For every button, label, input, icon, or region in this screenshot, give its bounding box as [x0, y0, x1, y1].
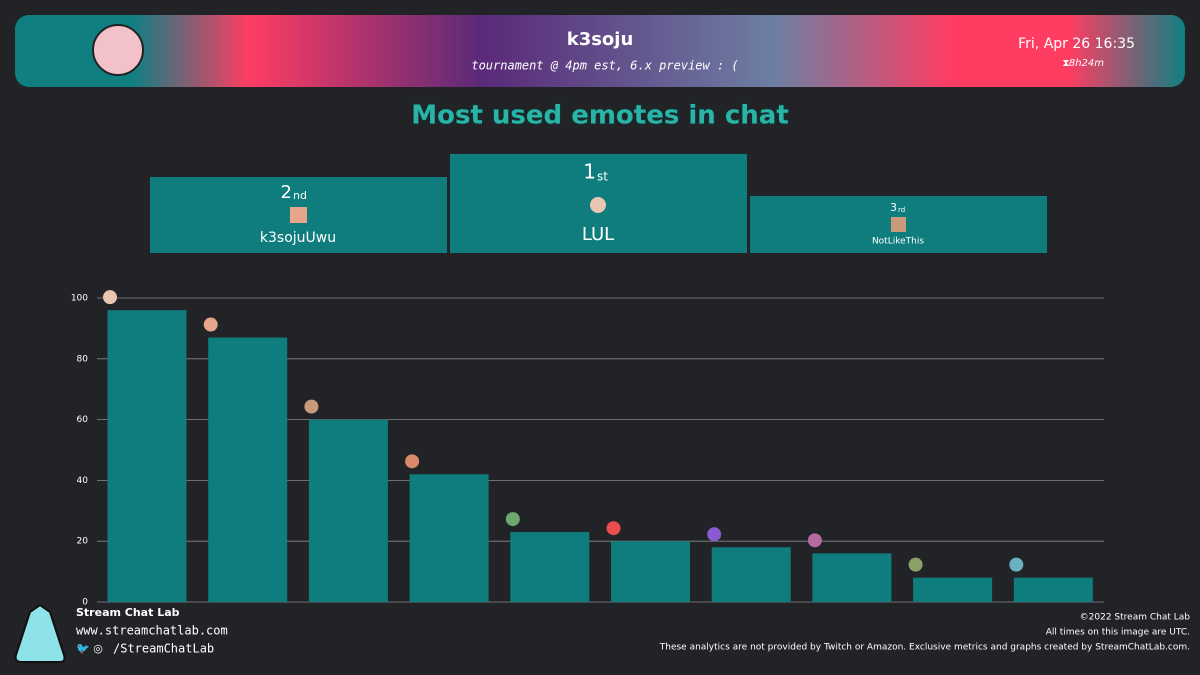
logo — [14, 603, 66, 663]
emote-icon — [707, 527, 722, 542]
y-tick-label: 40 — [77, 476, 89, 486]
podium-suffix: st — [597, 170, 608, 184]
emote-icon — [606, 521, 621, 536]
stream-date: Fri, Apr 26 16:35 — [1018, 36, 1135, 52]
y-tick-label: 100 — [71, 294, 88, 304]
emote-icon — [103, 290, 117, 305]
podium-rank: 1 — [583, 160, 596, 184]
bar — [510, 532, 590, 602]
emote-icon — [290, 207, 307, 223]
bar — [409, 474, 489, 602]
brand-url: www.streamchatlab.com — [76, 624, 228, 638]
brand: Stream Chat Lab — [76, 606, 180, 619]
emote-icon — [891, 217, 906, 232]
copyright: ©2022 Stream Chat Lab — [1080, 613, 1191, 623]
podium-suffix: rd — [898, 206, 905, 214]
social-icons: 🐦 ◎ — [76, 642, 103, 655]
emote-icon — [908, 557, 923, 572]
bar — [208, 337, 288, 602]
bar — [611, 541, 690, 602]
timezone-note: All times on this image are UTC. — [1046, 628, 1190, 638]
header-banner — [15, 15, 1185, 87]
y-tick-label: 20 — [77, 537, 89, 547]
y-tick-label: 0 — [82, 598, 88, 608]
hourglass-icon: ⧗ — [1062, 58, 1069, 69]
emote-icon — [203, 317, 218, 332]
emote-icon — [405, 454, 420, 469]
streamer-name: k3soju — [567, 29, 634, 50]
emote-icon — [590, 197, 606, 213]
podium-name: LUL — [582, 224, 614, 245]
chart-title: Most used emotes in chat — [411, 101, 789, 131]
emote-icon — [807, 533, 822, 548]
podium-rank: 3 — [890, 201, 897, 214]
podium-name: NotLikeThis — [872, 237, 924, 247]
bar — [308, 419, 388, 602]
stream-duration: 8h24m — [1069, 58, 1104, 69]
social-handle: /StreamChatLab — [113, 642, 214, 656]
y-tick-label: 60 — [77, 415, 89, 425]
bar — [812, 553, 892, 602]
podium-name: k3sojuUwu — [260, 230, 336, 246]
emote-icon — [505, 512, 520, 527]
stream-title: tournament @ 4pm est, 6.x preview : ( — [471, 59, 738, 73]
bar — [711, 547, 791, 602]
podium-rank: 2 — [281, 182, 292, 203]
disclaimer: These analytics are not provided by Twit… — [659, 643, 1190, 653]
emote-icon — [304, 399, 319, 414]
avatar — [92, 24, 144, 76]
bar — [107, 310, 187, 602]
emote-icon — [1009, 557, 1024, 572]
bar — [913, 577, 993, 602]
y-tick-label: 80 — [77, 354, 89, 364]
podium-suffix: nd — [293, 189, 307, 202]
bar — [1013, 577, 1093, 602]
